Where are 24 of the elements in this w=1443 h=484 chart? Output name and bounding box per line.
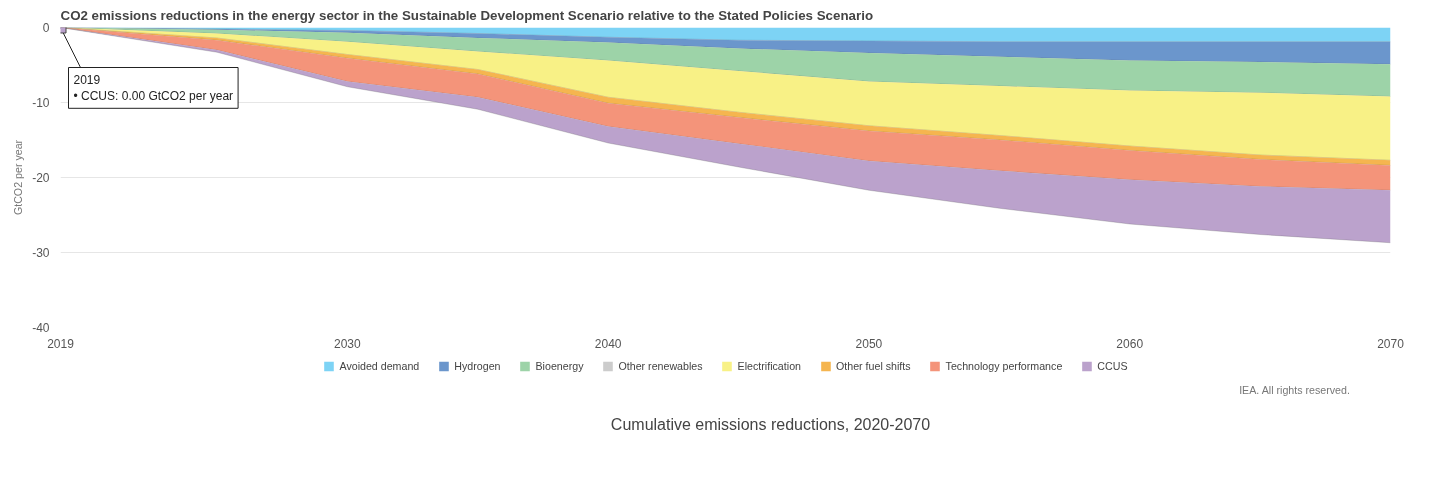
y-axis-title: GtCO2 per year [12,139,25,216]
text: IEA. All rights reserved. [1239,383,1350,396]
y-tick-label: -20 [32,171,50,185]
legend-label: Bioenergy [535,360,584,372]
x-tick-label: 2019 [47,336,75,351]
annotation: 2019 • CCUS: 0.00 GtCO2 per year [73,72,234,104]
x-tick-label: 2030 [334,336,362,351]
y-tick-label: -40 [32,321,50,335]
x-tick-label: 2050 [855,336,883,351]
x-tick-label: 2070 [1377,336,1405,351]
x-tick-label: 2060 [1116,336,1144,351]
text: Cumulative emissions reductions, 2020-2070 [610,415,931,433]
y-tick-label: -10 [32,96,50,110]
legend-label: Other fuel shifts [835,360,911,372]
legend-label: Avoided demand [339,360,420,372]
legend-label: CCUS [1097,360,1128,372]
y-tick-label: 0 [42,21,50,35]
legend-label: Technology performance [945,360,1063,372]
x-tick-label: 2040 [594,336,622,351]
chart-title: CO2 emissions reductions in the energy sector in the Sustainable Development Scenario relative to the Stated Policies Scenario [60,7,874,23]
y-tick-label: -30 [32,246,50,260]
legend-label: Hydrogen [454,360,501,372]
legend-label: Other renewables [618,360,703,372]
legend-label: Electrification [737,360,801,372]
